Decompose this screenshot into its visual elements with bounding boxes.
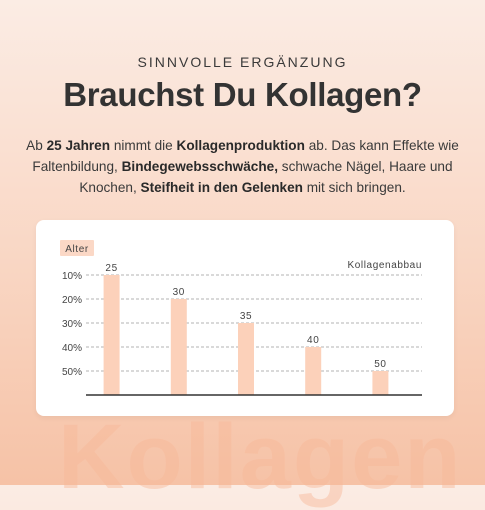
y-tick-label: 40% bbox=[62, 343, 82, 354]
intro-bold-1: 25 Jahren bbox=[46, 138, 111, 153]
bar-category-label: 30 bbox=[173, 287, 185, 298]
y-tick-label: 50% bbox=[62, 367, 82, 378]
bar-category-label: 40 bbox=[307, 335, 319, 346]
bar-category-label: 50 bbox=[374, 359, 386, 370]
chart-card: Alter Kollagenabbau 10% 20% 30% 40% 50% 25 30 35 4… bbox=[36, 220, 454, 416]
x-axis-label: Alter bbox=[65, 244, 89, 255]
collagen-bar-chart: Alter Kollagenabbau 10% 20% 30% 40% 50% 25 30 35 4… bbox=[60, 240, 422, 396]
intro-text-3: ab. Das kann Effekte wie Faltenbildung, bbox=[32, 138, 459, 174]
bar-category-label: 25 bbox=[105, 263, 117, 274]
intro-text-5: mit sich bringen. bbox=[302, 180, 406, 195]
y-tick-label: 20% bbox=[62, 295, 82, 306]
bar bbox=[238, 323, 254, 395]
page-title: Brauchst Du Kollagen? bbox=[63, 76, 422, 113]
intro-text-4: schwache Nägel, Haare und Knochen, bbox=[79, 159, 453, 195]
watermark: Kollagen bbox=[58, 406, 463, 508]
bar-category-label: 35 bbox=[240, 311, 252, 322]
intro-text-2: nimmt die bbox=[110, 138, 177, 153]
y-axis-label: Kollagenabbau bbox=[347, 260, 422, 271]
intro-bold-3: Bindegewebsschwäche, bbox=[121, 159, 278, 174]
eyebrow-label: SINNVOLLE ERGÄNZUNG bbox=[137, 54, 348, 70]
x-axis-label-badge bbox=[60, 240, 94, 256]
bar bbox=[305, 347, 322, 395]
y-tick-label: 10% bbox=[62, 271, 82, 282]
bar bbox=[372, 371, 389, 395]
intro-bold-2: Kollagenproduktion bbox=[176, 138, 305, 153]
bar bbox=[103, 275, 120, 395]
intro-paragraph: Ab 25 Jahren nimmt die Kollagenproduktio… bbox=[8, 135, 477, 198]
intro-text-1: Ab bbox=[26, 138, 47, 153]
intro-bold-4: Steifheit in den Gelenken bbox=[140, 180, 303, 195]
y-tick-label: 30% bbox=[62, 319, 82, 330]
bar bbox=[170, 299, 187, 395]
